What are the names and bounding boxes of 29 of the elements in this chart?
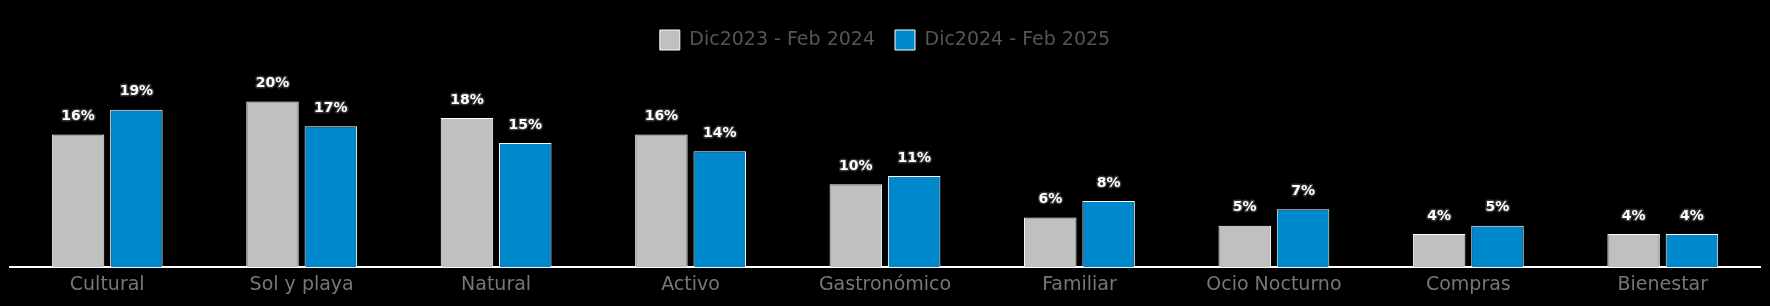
data-label: 17% xyxy=(314,98,348,115)
data-label: 4% xyxy=(1680,206,1704,223)
data-label: 4% xyxy=(1621,206,1646,223)
x-tick-label: Compras xyxy=(1425,271,1511,294)
data-label: 14% xyxy=(702,123,737,140)
data-label: 18% xyxy=(450,90,484,107)
x-tick-label: Ocio Nocturno xyxy=(1206,271,1342,294)
data-label: 5% xyxy=(1232,198,1257,215)
data-label: 11% xyxy=(897,148,931,165)
x-tick-label: Familiar xyxy=(1042,271,1117,294)
legend-label: Dic2024 - Feb 2025 xyxy=(924,26,1111,49)
data-label: 7% xyxy=(1291,181,1315,198)
data-label: 5% xyxy=(1485,198,1510,215)
legend-label: Dic2023 - Feb 2024 xyxy=(689,26,876,49)
x-tick-label: Gastronómico xyxy=(818,271,952,294)
data-label: 16% xyxy=(644,107,679,124)
data-label: 20% xyxy=(255,74,290,91)
data-label: 16% xyxy=(61,107,95,124)
x-tick-label: Cultural xyxy=(69,271,145,294)
data-label: 8% xyxy=(1096,173,1121,190)
data-label: 10% xyxy=(839,156,873,173)
data-label: 15% xyxy=(508,115,543,132)
x-tick-label: Natural xyxy=(461,271,532,294)
x-tick-label: Activo xyxy=(661,271,720,294)
x-tick-label: Bienestar xyxy=(1617,271,1709,294)
data-label: 4% xyxy=(1427,206,1452,223)
data-label: 6% xyxy=(1038,190,1063,207)
data-label: 19% xyxy=(119,82,154,99)
x-tick-label: Sol y playa xyxy=(249,271,354,294)
